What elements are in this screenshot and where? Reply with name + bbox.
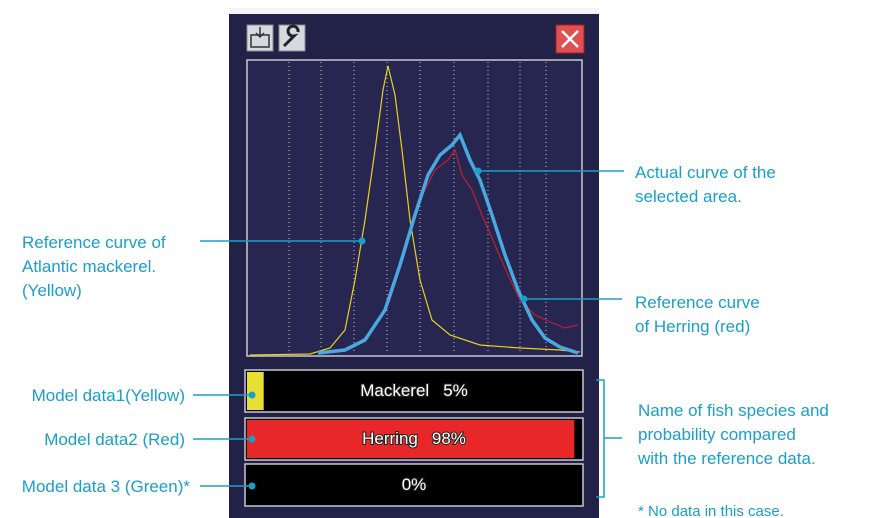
annotation-text: selected area. xyxy=(635,187,742,206)
species-name: Mackerel xyxy=(360,381,429,400)
bar-label: Herring 98% xyxy=(362,429,466,448)
annotation-text: Model data 3 (Green)* xyxy=(22,477,191,496)
annotation-text: (Yellow) xyxy=(22,281,82,300)
leader-dot xyxy=(248,482,256,490)
bracket xyxy=(596,379,622,498)
leader-dot xyxy=(248,435,256,443)
annotation-text: Model data2 (Red) xyxy=(44,430,185,449)
footnote: * No data in this case. xyxy=(638,503,784,518)
bar-label: Mackerel 5% xyxy=(360,381,468,400)
annotation-text: Atlantic mackerel. xyxy=(22,257,156,276)
mackerel-curve xyxy=(249,65,581,356)
annotation-text: of Herring (red) xyxy=(635,317,750,336)
annotation-text: with the reference data. xyxy=(637,449,816,468)
species-name: Herring xyxy=(362,429,418,448)
settings-button[interactable] xyxy=(278,24,306,52)
leader-dot xyxy=(358,237,366,245)
bar-frame xyxy=(244,463,584,507)
annotation-text: Reference curve xyxy=(635,293,760,312)
probability-bars: Mackerel 5% Herring 98% 0% xyxy=(244,369,584,507)
probability: 0% xyxy=(402,475,427,494)
bar-fill xyxy=(247,420,575,458)
leader-dot xyxy=(520,295,528,303)
save-button[interactable] xyxy=(246,24,274,52)
close-button[interactable] xyxy=(555,24,585,54)
leader-dot xyxy=(248,391,256,399)
panel-top xyxy=(229,8,599,14)
annotation-text: Actual curve of the xyxy=(635,163,776,182)
bar-fill xyxy=(247,372,264,410)
graph-gridlines xyxy=(288,62,547,354)
bar-frame xyxy=(244,369,584,413)
actual-curve xyxy=(317,131,579,355)
annotation-text: Model data1(Yellow) xyxy=(32,386,185,405)
probability: 5% xyxy=(443,381,468,400)
annotation-text: probability compared xyxy=(638,425,796,444)
annotations: Actual curve of the selected area. Refer… xyxy=(22,163,829,518)
annotation-text: Reference curve of xyxy=(22,233,166,252)
probability: 98% xyxy=(432,429,466,448)
annotation-text: Name of fish species and xyxy=(638,401,829,420)
leader-dot xyxy=(474,167,482,175)
bar-label: 0% xyxy=(402,475,427,494)
